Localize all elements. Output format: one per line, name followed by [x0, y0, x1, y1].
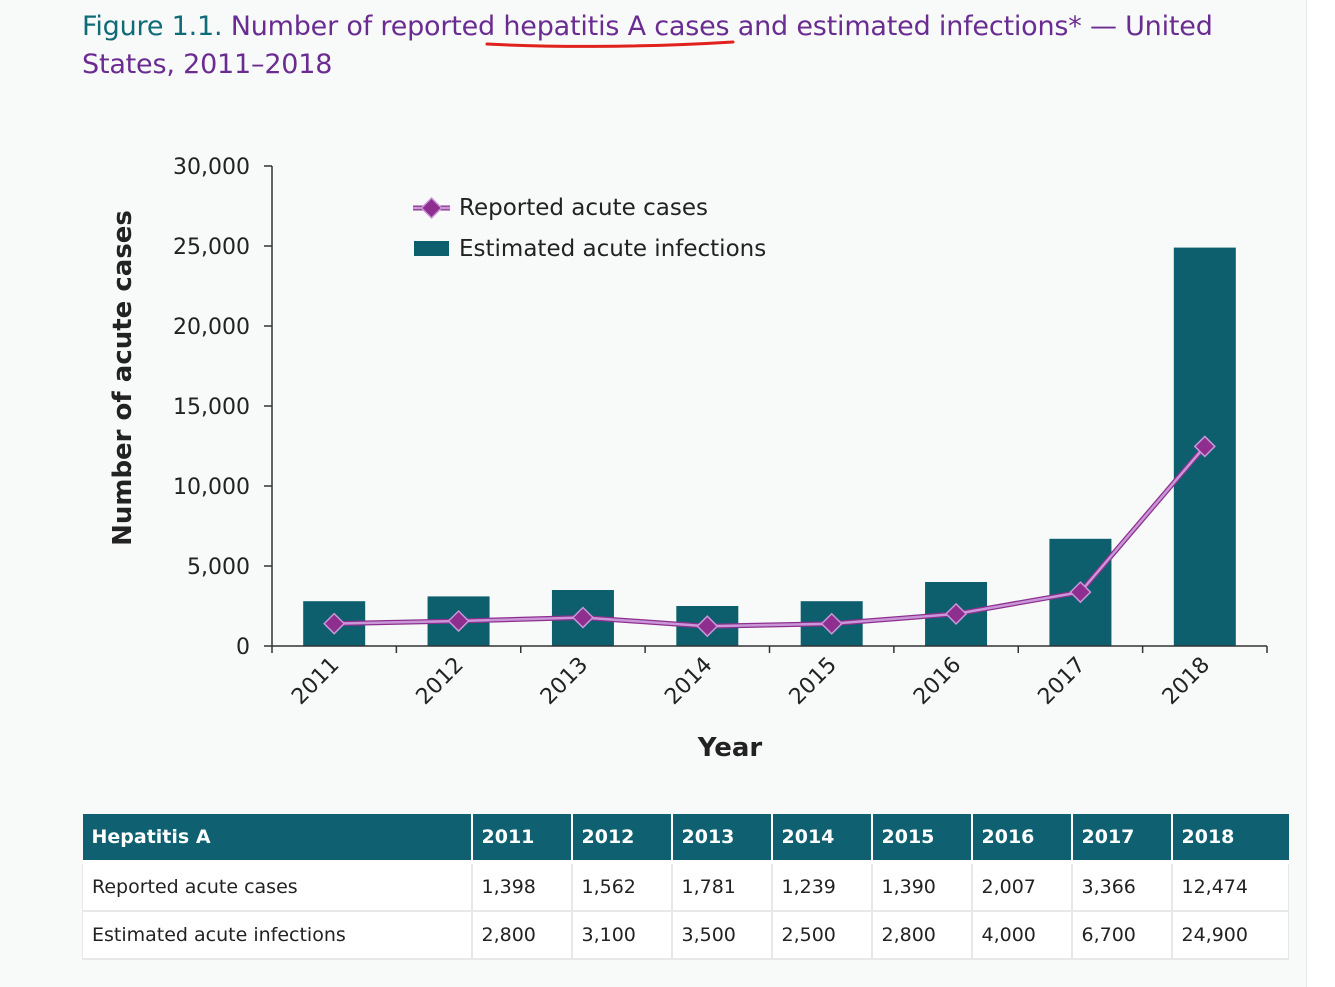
- y-tick-label: 15,000: [173, 395, 250, 420]
- table-header-label: Hepatitis A: [82, 814, 472, 862]
- table-row: Reported acute cases 1,398 1,562 1,781 1…: [82, 861, 1289, 911]
- table-cell: 3,100: [570, 910, 672, 960]
- x-tick-label: 2014: [660, 653, 717, 710]
- x-tick-label: 2017: [1033, 653, 1090, 710]
- line-series: [334, 445, 1206, 628]
- hepatitis-chart: 0 5,000 10,000 15,000 20,000 25,000 30,000 2011…: [108, 155, 1268, 763]
- table-cell: 3,500: [670, 910, 772, 960]
- x-tick-label: 2012: [412, 653, 469, 710]
- line-point: [447, 609, 470, 633]
- line-point: [696, 615, 719, 638]
- table-cell: 24,900: [1170, 910, 1289, 960]
- table-header-year: 2011: [470, 814, 572, 862]
- table-cell: 6,700: [1070, 910, 1172, 960]
- table-header-year: 2015: [870, 814, 972, 862]
- legend-label: Reported acute cases: [459, 195, 708, 221]
- figure-title: Figure 1.1. Number of reported hepatitis…: [82, 8, 1297, 84]
- y-tick-label: 10,000: [173, 475, 250, 500]
- table-row-label: Estimated acute infections: [82, 910, 472, 960]
- table-cell: 2,800: [470, 910, 572, 960]
- table-cell: 1,398: [470, 861, 572, 911]
- table-row-label: Reported acute cases: [82, 861, 472, 911]
- table-cell: 1,562: [570, 861, 672, 911]
- y-tick-label: 5,000: [187, 555, 250, 580]
- table-header-year: 2012: [570, 814, 672, 862]
- table-cell: 3,366: [1070, 861, 1172, 911]
- table-row: Estimated acute infections 2,800 3,100 3…: [82, 910, 1289, 960]
- page-side-strip: [1306, 0, 1335, 987]
- legend-bar-swatch: [414, 241, 449, 256]
- x-tick-label: 2011: [287, 653, 344, 710]
- line-point: [323, 612, 346, 635]
- table-header-year: 2017: [1070, 814, 1172, 862]
- line-point: [571, 606, 594, 629]
- line-point: [1193, 435, 1216, 458]
- table-header-year: 2016: [970, 814, 1072, 862]
- data-table: Hepatitis A 2011 2012 2013 2014 2015 201…: [82, 814, 1289, 960]
- table-cell: 12,474: [1170, 861, 1289, 911]
- line-point: [820, 612, 843, 635]
- y-tick-label: 20,000: [173, 315, 250, 340]
- x-axis-title: Year: [697, 733, 763, 763]
- y-tick-label: 0: [236, 635, 250, 660]
- table-cell: 1,390: [870, 861, 972, 911]
- x-tick-label: 2013: [536, 653, 593, 710]
- y-axis-title: Number of acute cases: [108, 210, 138, 546]
- table-cell: 1,239: [770, 861, 872, 911]
- table-cell: 2,800: [870, 910, 972, 960]
- x-tick-label: 2016: [909, 653, 966, 710]
- legend-marker-swatch: [420, 196, 443, 220]
- table-cell: 4,000: [970, 910, 1072, 960]
- line-point: [945, 602, 968, 625]
- x-tick-label: 2018: [1158, 653, 1215, 710]
- table-cell: 2,500: [770, 910, 872, 960]
- line-point: [1069, 581, 1092, 604]
- hand-drawn-underline: [485, 40, 735, 48]
- table-header-year: 2018: [1170, 814, 1289, 862]
- table-cell: 1,781: [670, 861, 772, 911]
- figure-title-text: Number of reported hepatitis A cases and…: [82, 11, 1213, 80]
- table-header-year: 2014: [770, 814, 872, 862]
- table-header-year: 2013: [670, 814, 772, 862]
- legend-label: Estimated acute infections: [459, 236, 766, 262]
- y-tick-label: 25,000: [173, 235, 250, 260]
- y-tick-label: 30,000: [173, 155, 250, 180]
- x-tick-label: 2015: [785, 653, 842, 710]
- table-cell: 2,007: [970, 861, 1072, 911]
- table-header-row: Hepatitis A 2011 2012 2013 2014 2015 201…: [82, 814, 1289, 862]
- figure-label: Figure 1.1.: [82, 11, 223, 42]
